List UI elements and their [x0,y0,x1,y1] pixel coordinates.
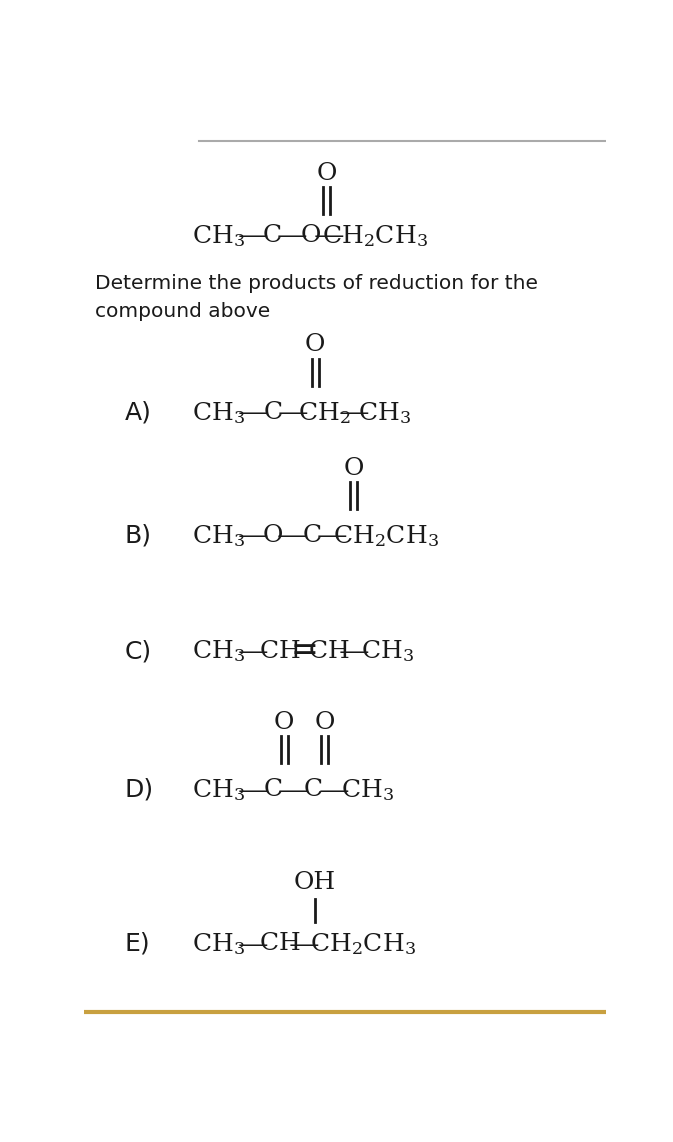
Text: $\mathregular{CH_3}$: $\mathregular{CH_3}$ [192,638,246,665]
Text: $\mathregular{CH_3}$: $\mathregular{CH_3}$ [192,931,246,957]
Text: $\mathregular{CH}$: $\mathregular{CH}$ [258,640,300,662]
Text: —: — [339,397,369,428]
Text: —: — [238,774,269,805]
Text: O: O [314,710,334,734]
Text: —: — [289,928,320,959]
Text: —: — [238,397,269,428]
Text: —: — [339,636,369,667]
Text: $\mathregular{CH_3}$: $\mathregular{CH_3}$ [192,523,246,549]
Text: $\mathregular{CH_3}$: $\mathregular{CH_3}$ [341,777,394,803]
Text: —: — [314,220,345,251]
Text: O: O [344,457,364,480]
Text: OH: OH [294,871,336,894]
Text: C: C [264,779,283,802]
Text: $\mathregular{CH_3}$: $\mathregular{CH_3}$ [192,223,246,249]
Text: E): E) [125,932,150,956]
Text: Determine the products of reduction for the
compound above: Determine the products of reduction for … [95,274,538,321]
Text: $\mathregular{CH_3}$: $\mathregular{CH_3}$ [361,638,415,665]
Text: C: C [304,779,323,802]
Text: $\mathregular{CH_2CH_3}$: $\mathregular{CH_2CH_3}$ [322,223,428,249]
Text: —: — [238,928,269,959]
Text: B): B) [125,524,151,548]
Text: —: — [277,521,307,552]
Text: $\mathregular{CH_2CH_3}$: $\mathregular{CH_2CH_3}$ [310,931,416,957]
Text: C: C [264,401,283,424]
Text: $\mathregular{CH}$: $\mathregular{CH}$ [258,933,300,956]
Text: $\mathregular{CH}$: $\mathregular{CH}$ [308,640,350,662]
Text: =: = [290,635,318,667]
Text: C: C [302,524,322,547]
Text: C: C [263,224,282,247]
Text: —: — [238,220,269,251]
Text: O: O [274,710,294,734]
Text: $\mathregular{CH_2}$: $\mathregular{CH_2}$ [298,400,351,426]
Text: $\mathregular{CH_3}$: $\mathregular{CH_3}$ [192,400,246,426]
Text: —: — [238,521,269,552]
Text: —: — [278,774,309,805]
Text: O: O [305,333,325,356]
Text: D): D) [125,778,153,802]
Text: —: — [278,397,309,428]
Text: —: — [238,636,269,667]
Text: —: — [317,521,347,552]
Text: O: O [263,524,283,547]
Text: O: O [316,162,337,185]
Text: $\mathregular{CH_3}$: $\mathregular{CH_3}$ [192,777,246,803]
Text: C): C) [125,640,151,664]
Text: —: — [277,220,307,251]
Text: O: O [300,224,320,247]
Text: $\mathregular{CH_3}$: $\mathregular{CH_3}$ [358,400,411,426]
Text: —: — [318,774,349,805]
Text: A): A) [125,401,151,425]
Text: $\mathregular{CH_2CH_3}$: $\mathregular{CH_2CH_3}$ [333,523,439,549]
